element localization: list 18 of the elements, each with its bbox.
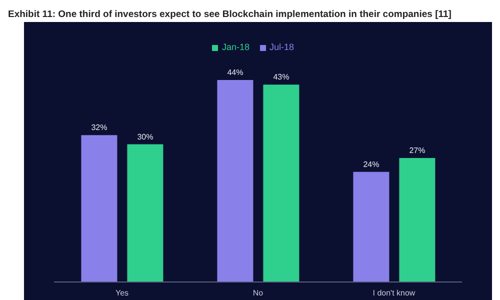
data-label: 27% <box>409 146 426 156</box>
data-label: 32% <box>91 123 108 132</box>
data-label: 24% <box>363 160 380 169</box>
x-tick-label: Yes <box>115 288 129 298</box>
x-tick-label: No <box>252 288 264 298</box>
bar <box>263 84 300 282</box>
data-label: 44% <box>227 68 244 77</box>
legend-label: Jan-18 <box>222 42 250 52</box>
data-label: 30% <box>137 132 154 142</box>
bar <box>127 144 164 282</box>
x-tick-label: I don't know <box>372 288 416 298</box>
bar <box>81 135 118 282</box>
legend-label: Jul-18 <box>270 42 294 52</box>
bar <box>353 172 390 282</box>
data-label: 43% <box>273 72 290 82</box>
bar <box>217 80 254 282</box>
chart-title: Exhibit 11: One third of investors expect to see Blockchain implementation in their companies [11] <box>8 8 452 22</box>
bar <box>399 158 436 282</box>
